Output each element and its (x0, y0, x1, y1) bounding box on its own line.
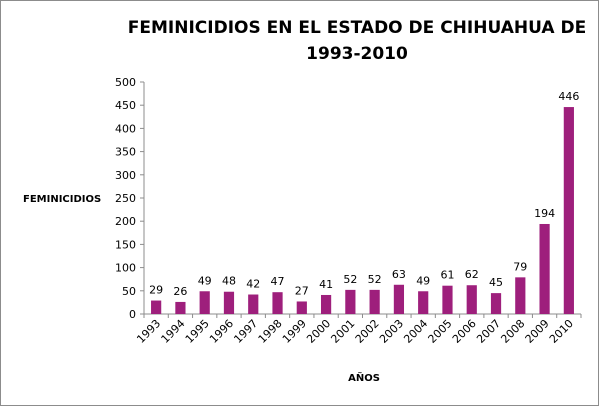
bar-2008 (515, 277, 526, 314)
data-label-2010: 446 (558, 90, 579, 103)
bar-2004 (418, 291, 429, 314)
data-label-2000: 41 (319, 278, 333, 291)
bars: 29 26 49 48 42 47 27 41 52 52 63 49 61 62 45 79 194 446 (149, 90, 579, 314)
bar-2006 (466, 285, 477, 314)
data-label-2001: 52 (343, 273, 357, 286)
x-tick-label-2000: 2000 (304, 317, 333, 346)
data-label-1999: 27 (295, 284, 309, 297)
data-label-2005: 61 (440, 269, 454, 282)
x-tick-label-1999: 1999 (280, 317, 309, 346)
data-label-1997: 42 (246, 278, 260, 291)
bar-1997 (248, 294, 259, 314)
y-axis-title: FEMINICIDIOS (23, 194, 101, 205)
data-label-2006: 62 (465, 268, 479, 281)
y-tick-label: 150 (115, 238, 136, 251)
bar-2001 (345, 289, 356, 314)
data-label-1998: 47 (271, 275, 285, 288)
bar-2003 (393, 284, 405, 314)
x-tick-label-2007: 2007 (474, 317, 503, 346)
x-tick-label-2003: 2003 (377, 317, 406, 346)
data-label-1995: 49 (198, 274, 212, 287)
y-tick-label: 200 (115, 215, 136, 228)
y-tick-label: 400 (115, 122, 136, 135)
x-tick-label-2006: 2006 (450, 317, 479, 346)
x-tick-label-1994: 1994 (159, 317, 188, 346)
x-tick-label-1997: 1997 (231, 317, 260, 346)
bar-2005 (442, 285, 453, 314)
y-tick-label: 0 (129, 308, 136, 321)
data-label-2009: 194 (534, 207, 555, 220)
x-tick-label-1996: 1996 (207, 317, 236, 346)
x-tick-label-2005: 2005 (426, 317, 455, 346)
x-tick-label-1998: 1998 (256, 317, 285, 346)
x-tick-label-2004: 2004 (401, 317, 430, 346)
chart-title-line-2: 1993-2010 (306, 44, 408, 64)
data-label-2003: 63 (392, 268, 406, 281)
x-tick-label-1995: 1995 (183, 317, 212, 346)
data-label-2004: 49 (416, 274, 430, 287)
bar-2002 (369, 289, 380, 314)
x-tick-label-2009: 2009 (523, 317, 552, 346)
data-label-1996: 48 (222, 275, 236, 288)
bar-1999 (296, 301, 307, 314)
x-axis-title: AÑOS (348, 371, 380, 384)
y-tick-label: 350 (115, 146, 136, 159)
y-tick-label: 300 (115, 169, 136, 182)
bar-1993 (151, 300, 162, 314)
x-tick-label-1993: 1993 (134, 317, 163, 346)
bar-1998 (272, 292, 283, 314)
y-tick-label: 50 (122, 285, 136, 298)
data-label-2002: 52 (368, 273, 382, 286)
bar-2000 (320, 294, 332, 314)
bar-1996 (223, 291, 235, 314)
bar-1994 (175, 301, 186, 314)
x-tick-label-2010: 2010 (547, 317, 576, 346)
data-label-2008: 79 (513, 260, 527, 273)
bar-1995 (199, 291, 210, 314)
data-label-1994: 26 (173, 285, 187, 298)
x-tick-label-2002: 2002 (353, 317, 382, 346)
y-tick-label: 500 (115, 76, 136, 89)
y-tick-label: 250 (115, 192, 136, 205)
bar-2007 (490, 293, 502, 314)
x-tick-label-2008: 2008 (498, 317, 527, 346)
data-label-2007: 45 (489, 276, 503, 289)
x-tick-label-2001: 2001 (328, 317, 357, 346)
y-tick-label: 450 (115, 99, 136, 112)
y-tick-label: 100 (115, 262, 136, 275)
bar-2010 (563, 107, 574, 314)
bar-2009 (539, 223, 550, 314)
chart-title-line-1: FEMINICIDIOS EN EL ESTADO DE CHIHUAHUA D… (128, 18, 586, 38)
data-label-1993: 29 (149, 284, 163, 297)
